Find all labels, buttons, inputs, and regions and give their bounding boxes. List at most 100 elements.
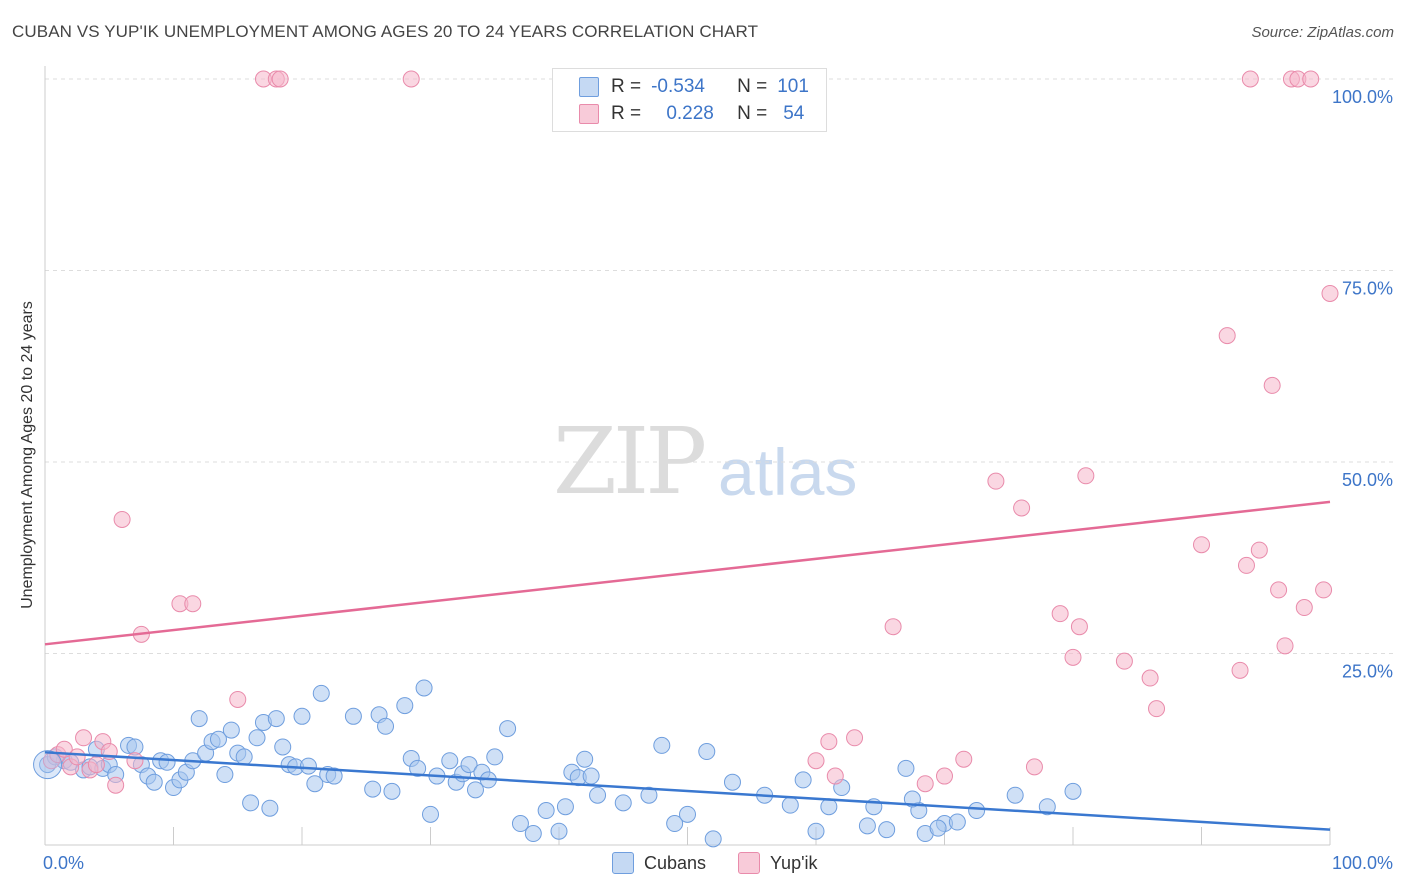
cuban-point <box>145 773 163 791</box>
legend-swatch-cubans <box>579 77 599 97</box>
cuban-point <box>537 802 555 820</box>
cuban-point <box>190 710 208 728</box>
legend-item-cubans[interactable]: Cubans <box>612 852 706 874</box>
cuban-point <box>1064 782 1082 800</box>
cuban-point <box>274 738 292 756</box>
cuban-point <box>858 817 876 835</box>
cuban-point <box>948 813 966 831</box>
cuban-point <box>248 729 266 747</box>
cuban-point <box>306 775 324 793</box>
yupik-point <box>1237 556 1255 574</box>
legend-row-cubans: R = -0.534 N = 101 <box>579 74 809 100</box>
legend-row-yupik: R = 0.228 N = 54 <box>579 101 804 127</box>
yupik-point <box>1148 700 1166 718</box>
yupik-point <box>1115 652 1133 670</box>
cuban-point <box>589 786 607 804</box>
cuban-point <box>396 697 414 715</box>
cuban-point <box>511 815 529 833</box>
cuban-point <box>344 707 362 725</box>
chart-title: CUBAN VS YUP'IK UNEMPLOYMENT AMONG AGES … <box>12 22 759 41</box>
cuban-point <box>897 759 915 777</box>
legend-r-value: 0.228 <box>666 103 714 124</box>
yupik-point <box>1321 284 1339 302</box>
cuban-point <box>723 773 741 791</box>
legend-n-label: N = <box>737 103 768 124</box>
axes <box>44 66 1331 846</box>
cuban-point <box>781 796 799 814</box>
yupik-point <box>113 510 131 528</box>
legend-n-label: N = <box>737 76 768 97</box>
yupik-point <box>1270 581 1288 599</box>
cuban-point <box>576 750 594 768</box>
cuban-point <box>222 721 240 739</box>
yupik-point <box>271 70 289 88</box>
y-tick-label: 50.0% <box>1342 470 1393 490</box>
y-tick-label: 75.0% <box>1342 279 1393 299</box>
cuban-point <box>364 780 382 798</box>
cuban-point <box>216 766 234 784</box>
yupik-point <box>1064 648 1082 666</box>
cubans-swatch <box>612 852 634 874</box>
cuban-point <box>679 805 696 823</box>
yupik-point <box>846 729 864 747</box>
yupik-point <box>936 767 953 785</box>
trend-lines <box>44 500 1331 831</box>
cuban-point <box>807 822 825 840</box>
yupik-point <box>955 750 973 768</box>
cuban-point <box>582 767 600 785</box>
data-points <box>33 70 1339 848</box>
yupik-label: Yup'ik <box>770 852 818 873</box>
yupik-point <box>826 767 844 785</box>
cuban-point <box>820 798 838 816</box>
yupik-point <box>107 776 125 794</box>
cuban-point <box>1038 798 1056 816</box>
yupik-point <box>1013 499 1031 517</box>
cuban-point <box>299 757 317 775</box>
cuban-point <box>235 748 253 766</box>
yupik-point <box>1276 637 1294 655</box>
cuban-point <box>794 771 812 789</box>
yupik-point <box>1218 327 1236 345</box>
cuban-point <box>33 750 63 780</box>
cuban-point <box>158 753 176 771</box>
cuban-point <box>524 825 542 843</box>
cuban-point <box>550 822 568 840</box>
yupik-point <box>987 472 1005 490</box>
legend-item-yupik[interactable]: Yup'ik <box>738 852 818 874</box>
yupik-point <box>75 729 93 747</box>
yupik-point <box>1295 599 1313 617</box>
yupik-point <box>1302 70 1320 88</box>
cuban-point <box>499 720 517 738</box>
cuban-point <box>903 790 921 808</box>
source-label: Source: ZipAtlas.com <box>1251 24 1394 41</box>
yupik-point <box>1025 758 1043 776</box>
cuban-point <box>242 794 260 812</box>
yupik-point <box>807 752 825 770</box>
cuban-point <box>698 743 716 761</box>
yupik-point <box>402 70 420 88</box>
yupik-point <box>68 748 86 766</box>
y-axis-label: Unemployment Among Ages 20 to 24 years <box>19 301 36 609</box>
cuban-point <box>968 802 986 820</box>
yupik-point <box>1193 536 1210 554</box>
cuban-point <box>556 798 574 816</box>
cuban-point <box>261 799 279 817</box>
cuban-point <box>460 756 478 774</box>
cuban-point <box>929 819 947 837</box>
yupik-point <box>1077 467 1095 485</box>
cuban-point <box>666 815 684 833</box>
legend-n-value: 54 <box>783 103 805 124</box>
yupik-point <box>126 752 144 770</box>
cuban-point <box>422 805 439 823</box>
legend-n-value: 101 <box>777 76 809 97</box>
yupik-point <box>1141 669 1159 687</box>
cuban-point <box>267 710 285 728</box>
y-tick-label: 100.0% <box>1332 87 1393 107</box>
tick-labels: 25.0% 50.0% 75.0% 100.0% 0.0% 100.0% <box>43 87 1393 873</box>
cuban-point <box>415 679 433 697</box>
legend-r-label: R = <box>611 103 642 124</box>
cuban-point <box>614 794 632 812</box>
x-tick-label: 100.0% <box>1332 853 1393 873</box>
correlation-legend: R = -0.534 N = 101 R = 0.228 N = 54 <box>552 68 827 132</box>
